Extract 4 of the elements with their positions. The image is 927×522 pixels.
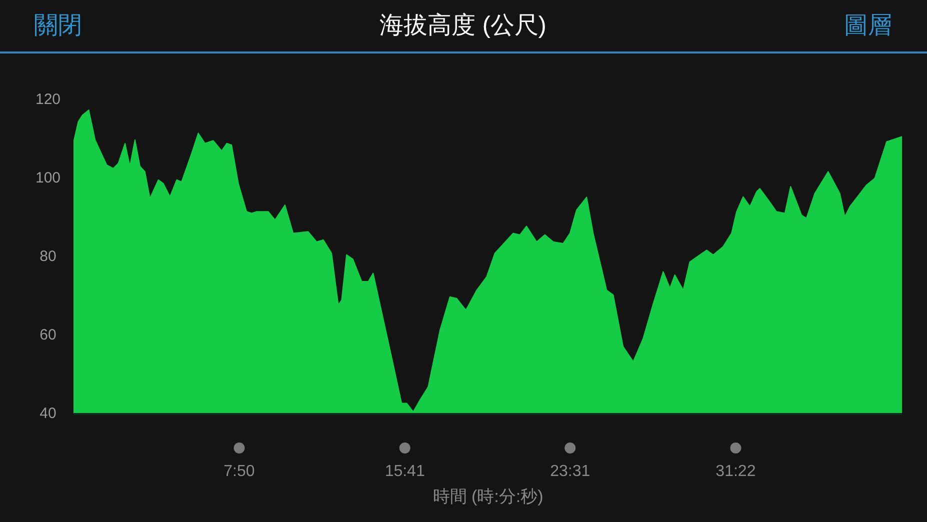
annotation: 關閉 xyxy=(34,12,82,39)
title: 海拔高度 (公尺) xyxy=(380,12,546,39)
xlabel: 時間 (時:分:秒) xyxy=(432,487,544,506)
annotation: 圖層 xyxy=(844,12,892,39)
